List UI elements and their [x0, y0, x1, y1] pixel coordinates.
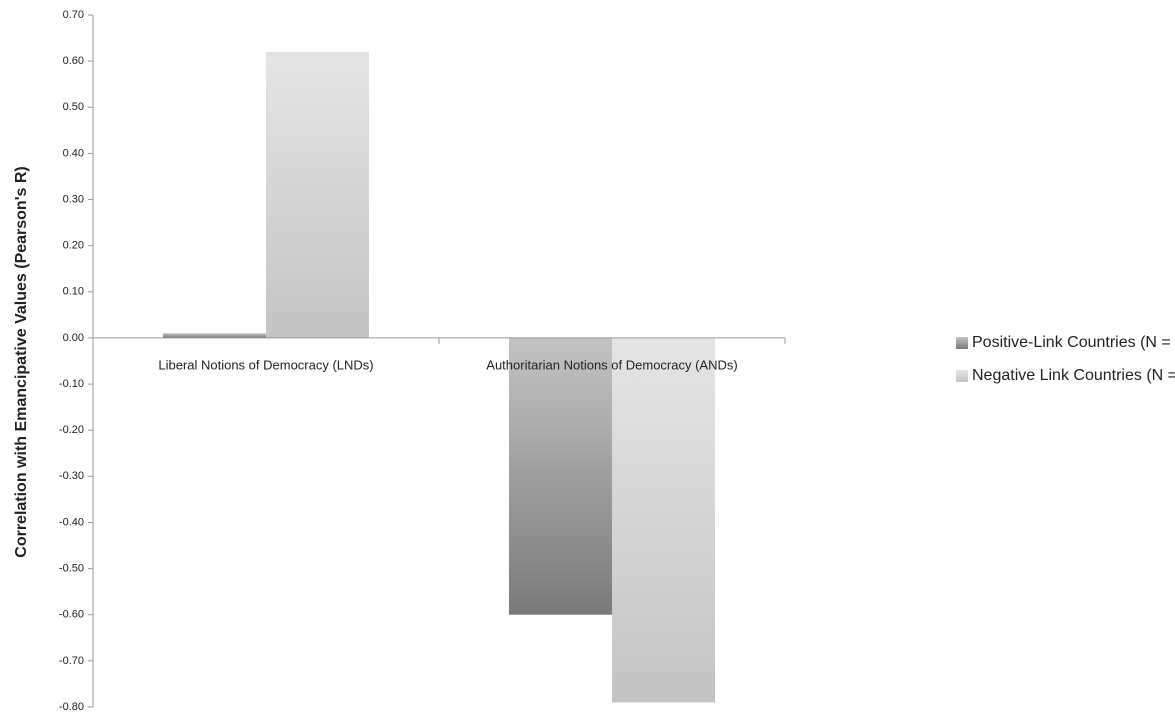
y-tick-label: -0.80 — [59, 701, 84, 713]
y-tick-label: -0.60 — [59, 609, 84, 621]
x-tick-label: Liberal Notions of Democracy (LNDs) — [158, 357, 373, 372]
legend-swatch — [956, 370, 968, 382]
y-tick-label: 0.30 — [63, 193, 84, 205]
legend-swatch — [956, 337, 968, 349]
bar — [163, 333, 266, 338]
y-tick-label: -0.40 — [59, 516, 84, 528]
bar — [509, 337, 612, 615]
y-tick-label: 0.60 — [63, 55, 84, 67]
y-tick-label: 0.40 — [63, 147, 84, 159]
bar — [266, 51, 369, 338]
y-tick-label: 0.70 — [63, 9, 84, 21]
x-tick-label: Authoritarian Notions of Democracy (ANDs… — [486, 357, 737, 372]
y-tick-label: -0.30 — [59, 470, 84, 482]
bar — [612, 337, 715, 703]
y-tick-label: -0.50 — [59, 563, 84, 575]
y-tick-label: -0.20 — [59, 424, 84, 436]
y-tick-label: -0.10 — [59, 378, 84, 390]
y-tick-label: 0.10 — [63, 286, 84, 298]
y-tick-label: -0.70 — [59, 655, 84, 667]
y-axis-title: Correlation with Emancipative Values (Pe… — [13, 166, 30, 557]
y-tick-label: 0.00 — [63, 332, 84, 344]
legend-label: Positive-Link Countries (N = 38) — [972, 334, 1175, 351]
y-tick-label: 0.50 — [63, 101, 84, 113]
legend-label: Negative Link Countries (N = 21) — [972, 367, 1175, 384]
y-tick-label: 0.20 — [63, 240, 84, 252]
